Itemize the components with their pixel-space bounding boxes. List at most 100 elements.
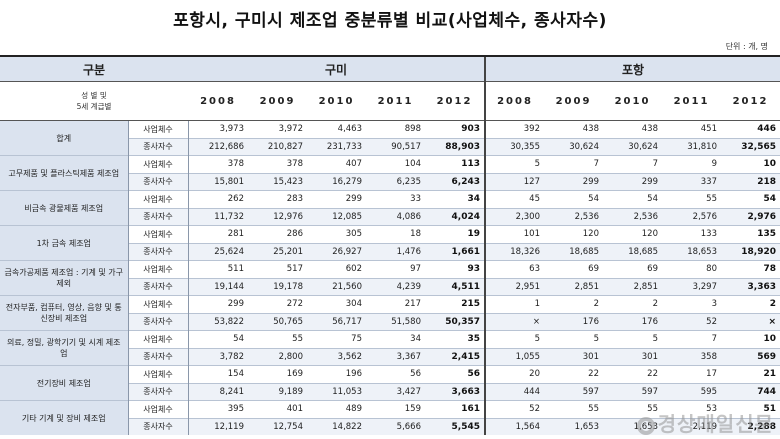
row-type-label: 사업체수 bbox=[128, 260, 189, 278]
value-cell: 101 bbox=[484, 225, 544, 243]
value-cell: 11,053 bbox=[307, 382, 366, 401]
value-cell: 25,201 bbox=[248, 242, 307, 261]
value-cell: 301 bbox=[603, 347, 662, 366]
value-cell: 595 bbox=[662, 382, 721, 401]
value-cell: 55 bbox=[248, 330, 307, 348]
value-cell: 1,653 bbox=[544, 417, 603, 435]
value-cell: 12,119 bbox=[188, 417, 248, 435]
value-cell: 744 bbox=[721, 382, 780, 401]
value-cell: 3,973 bbox=[188, 120, 248, 138]
value-cell: 489 bbox=[307, 400, 366, 418]
value-cell: 18 bbox=[366, 225, 425, 243]
value-cell: 20 bbox=[484, 365, 544, 383]
category-label: 전자부품, 컴퓨터, 영상, 음향 및 통신장비 제조업 bbox=[0, 295, 129, 331]
header-row-cities: 구분 구미 포항 bbox=[0, 55, 780, 82]
table-row: 종사자수 12,119 12,754 14,822 5,666 5,545 1,564 1,6… bbox=[0, 417, 780, 435]
value-cell: 33 bbox=[366, 190, 425, 208]
value-cell: 159 bbox=[366, 400, 425, 418]
value-cell: 2,119 bbox=[662, 417, 721, 435]
value-cell: 1,476 bbox=[366, 242, 425, 261]
value-cell: 31,810 bbox=[662, 137, 721, 156]
value-cell: 169 bbox=[248, 365, 307, 383]
row-type-label: 종사자수 bbox=[128, 347, 189, 366]
value-cell: 1 bbox=[484, 295, 544, 313]
year-header: 2011 bbox=[662, 81, 721, 121]
value-cell: 2,851 bbox=[603, 277, 662, 296]
category-label: 기타 기계 및 장비 제조업 bbox=[0, 400, 129, 435]
value-cell: 11,732 bbox=[188, 207, 248, 226]
value-cell: 3,363 bbox=[721, 277, 780, 296]
value-cell: 50,765 bbox=[248, 312, 307, 331]
value-cell: 127 bbox=[484, 172, 544, 191]
value-cell: 56,717 bbox=[307, 312, 366, 331]
value-cell: 6,243 bbox=[425, 172, 485, 191]
value-cell: 4,511 bbox=[425, 277, 485, 296]
value-cell: 113 bbox=[425, 155, 485, 173]
value-cell: 337 bbox=[662, 172, 721, 191]
value-cell: 304 bbox=[307, 295, 366, 313]
value-cell: 597 bbox=[544, 382, 603, 401]
row-type-label: 종사자수 bbox=[128, 417, 189, 435]
value-cell: 401 bbox=[248, 400, 307, 418]
year-header: 2011 bbox=[366, 81, 425, 121]
value-cell: 7 bbox=[544, 155, 603, 173]
value-cell: 21,560 bbox=[307, 277, 366, 296]
year-header: 2010 bbox=[307, 81, 366, 121]
value-cell: 2,951 bbox=[484, 277, 544, 296]
value-cell: 602 bbox=[307, 260, 366, 278]
value-cell: 16,279 bbox=[307, 172, 366, 191]
value-cell: 3,367 bbox=[366, 347, 425, 366]
table-row: 금속가공제품 제조업 : 기계 및 가구제외 사업체수 511 517 602 97 93 6… bbox=[0, 260, 780, 296]
year-header: 2009 bbox=[544, 81, 603, 121]
value-cell: 7 bbox=[603, 155, 662, 173]
table-row: 전기장비 제조업 사업체수 154 169 196 56 56 20 22 22 17 21 bbox=[0, 365, 780, 401]
value-cell: 97 bbox=[366, 260, 425, 278]
row-type-label: 종사자수 bbox=[128, 207, 189, 226]
value-cell: 18,653 bbox=[662, 242, 721, 261]
value-cell: 104 bbox=[366, 155, 425, 173]
value-cell: 55 bbox=[544, 400, 603, 418]
value-cell: 1,661 bbox=[425, 242, 485, 261]
value-cell: 53 bbox=[662, 400, 721, 418]
value-cell: 22 bbox=[603, 365, 662, 383]
category-label: 비금속 광물제품 제조업 bbox=[0, 190, 129, 226]
category-label: 전기장비 제조업 bbox=[0, 365, 129, 401]
value-cell: 30,355 bbox=[484, 137, 544, 156]
category-label: 합계 bbox=[0, 120, 129, 156]
value-cell: 2,536 bbox=[603, 207, 662, 226]
value-cell: 26,927 bbox=[307, 242, 366, 261]
table-row: 전자부품, 컴퓨터, 영상, 음향 및 통신장비 제조업 사업체수 299 272 30… bbox=[0, 295, 780, 331]
table-row: 합계 사업체수 3,973 3,972 4,463 898 903 392 438 438 451 4… bbox=[0, 120, 780, 156]
value-cell: 15,423 bbox=[248, 172, 307, 191]
value-cell: 4,086 bbox=[366, 207, 425, 226]
value-cell: 8,241 bbox=[188, 382, 248, 401]
table-row: 종사자수 19,144 19,178 21,560 4,239 4,511 2,951 2,8… bbox=[0, 277, 780, 296]
value-cell: 262 bbox=[188, 190, 248, 208]
value-cell: 299 bbox=[188, 295, 248, 313]
value-cell: 120 bbox=[544, 225, 603, 243]
value-cell: 299 bbox=[544, 172, 603, 191]
row-type-label: 사업체수 bbox=[128, 400, 189, 418]
year-header: 2010 bbox=[603, 81, 662, 121]
value-cell: 407 bbox=[307, 155, 366, 173]
value-cell: 5 bbox=[484, 155, 544, 173]
header-row-label: 성 별 및 5세 계급별 bbox=[0, 81, 188, 121]
value-cell: 210,827 bbox=[248, 137, 307, 156]
table-row: 종사자수 8,241 9,189 11,053 3,427 3,663 444 597 597 5… bbox=[0, 382, 780, 401]
value-cell: 4,024 bbox=[425, 207, 485, 226]
comparison-table: 구분 구미 포항 성 별 및 5세 계급별 2008 2009 2010 201… bbox=[0, 55, 780, 435]
value-cell: 517 bbox=[248, 260, 307, 278]
value-cell: 7 bbox=[662, 330, 721, 348]
value-cell: 569 bbox=[721, 347, 780, 366]
category-label: 금속가공제품 제조업 : 기계 및 가구제외 bbox=[0, 260, 129, 296]
value-cell: 10 bbox=[721, 155, 780, 173]
value-cell: 69 bbox=[603, 260, 662, 278]
value-cell: 135 bbox=[721, 225, 780, 243]
row-type-label: 종사자수 bbox=[128, 382, 189, 401]
value-cell: 3,782 bbox=[188, 347, 248, 366]
value-cell: 10 bbox=[721, 330, 780, 348]
table-row: 종사자수 53,822 50,765 56,717 51,580 50,357 × 176 17… bbox=[0, 312, 780, 331]
value-cell: 161 bbox=[425, 400, 485, 418]
value-cell: 444 bbox=[484, 382, 544, 401]
value-cell: 54 bbox=[603, 190, 662, 208]
